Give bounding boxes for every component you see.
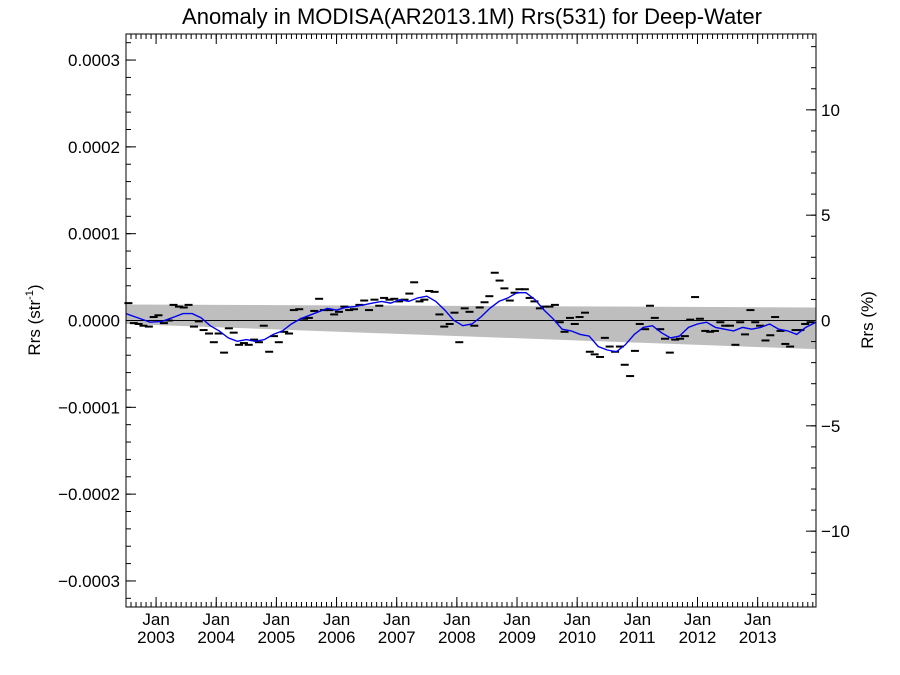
x-tick-year-label: 2012 [679, 628, 717, 647]
uncertainty-band [126, 304, 816, 350]
x-tick-month-label: Jan [142, 610, 169, 629]
right-tick-label: 10 [821, 101, 840, 120]
monthly-markers-layer [124, 271, 815, 378]
left-axis-title-main: Rrs (str [25, 300, 44, 356]
smoothed-line-layer [125, 292, 817, 353]
right-tick-label: 5 [821, 206, 830, 225]
x-tick-year-label: 2011 [619, 628, 656, 647]
x-tick-month-label: Jan [744, 610, 771, 629]
x-tick-year-label: 2008 [438, 628, 476, 647]
x-tick-year-label: 2003 [137, 628, 175, 647]
x-tick-month-label: Jan [263, 610, 290, 629]
right-y-axis: 10 5 0 −5 −10 [806, 46, 850, 595]
smoothed-anomaly-line [125, 292, 817, 353]
x-axis: Jan2003Jan2004Jan2005Jan2006Jan2007Jan20… [125, 34, 814, 647]
x-tick-year-label: 2010 [558, 628, 596, 647]
left-tick-label: 0.0002 [68, 138, 120, 157]
left-tick-label: 0.0003 [68, 51, 120, 70]
right-tick-label: 0 [821, 312, 830, 331]
left-y-axis: 0.0003 0.0002 0.0001 0.0000 −0.0001 −0.0002 −0… [58, 42, 136, 599]
left-axis-title-sup: -1 [24, 290, 36, 300]
x-tick-month-label: Jan [624, 610, 651, 629]
left-axis-title: Rrs (str-1) [24, 284, 44, 355]
uncertainty-band-layer [126, 304, 816, 350]
x-tick-month-label: Jan [563, 610, 590, 629]
x-tick-year-label: 2004 [197, 628, 235, 647]
x-tick-month-label: Jan [503, 610, 530, 629]
x-tick-month-label: Jan [323, 610, 350, 629]
x-tick-year-label: 2007 [378, 628, 416, 647]
right-tick-label: −10 [821, 522, 850, 541]
left-tick-label: −0.0003 [58, 572, 120, 591]
x-tick-month-label: Jan [203, 610, 230, 629]
left-tick-label: −0.0002 [58, 485, 120, 504]
left-tick-label: 0.0001 [68, 225, 120, 244]
x-tick-month-label: Jan [443, 610, 470, 629]
x-tick-year-label: 2005 [257, 628, 295, 647]
left-axis-title-close: ) [25, 284, 44, 290]
x-tick-year-label: 2006 [318, 628, 356, 647]
x-tick-year-label: 2013 [739, 628, 777, 647]
left-tick-label: −0.0001 [58, 398, 120, 417]
right-axis-title: Rrs (%) [858, 291, 877, 349]
right-tick-label: −5 [821, 417, 840, 436]
x-tick-year-label: 2009 [498, 628, 536, 647]
left-tick-label: 0.0000 [68, 312, 120, 331]
x-tick-month-label: Jan [383, 610, 410, 629]
chart-title: Anomaly in MODISA(AR2013.1M) Rrs(531) fo… [182, 4, 762, 29]
x-tick-month-label: Jan [684, 610, 711, 629]
